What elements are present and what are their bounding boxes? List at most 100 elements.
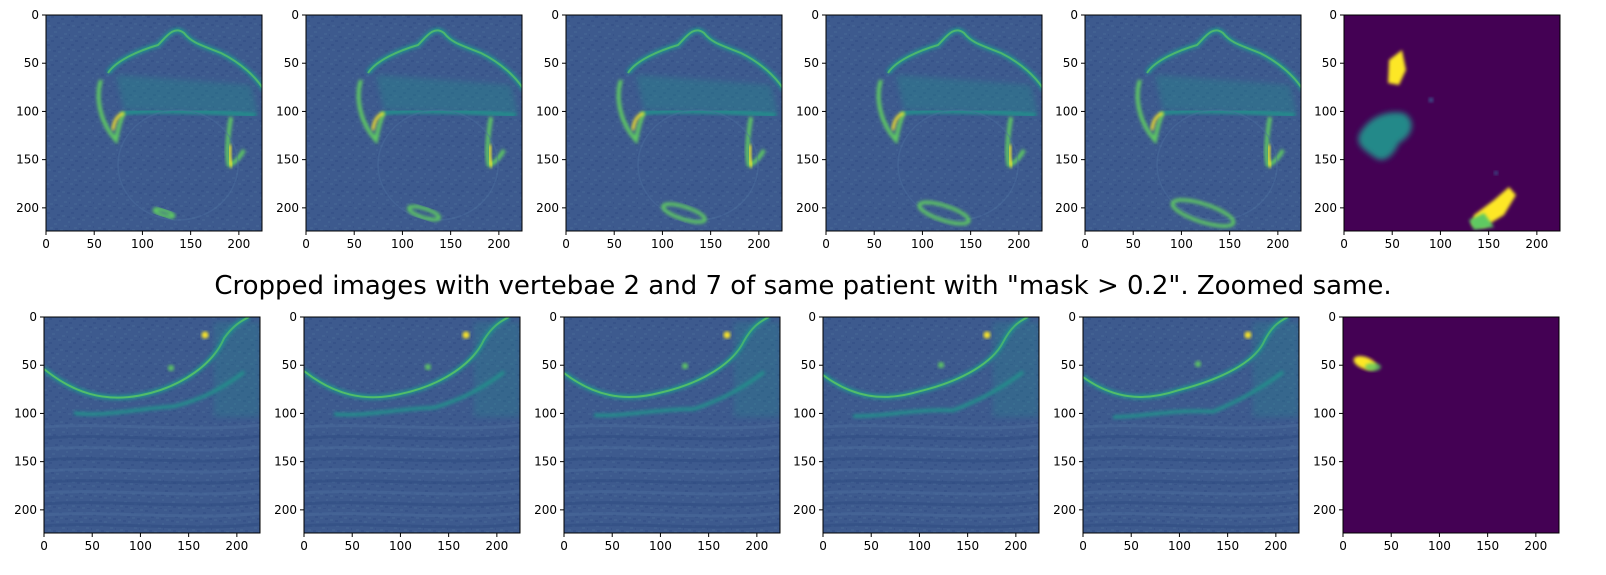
y-tick-label: 0 bbox=[31, 8, 39, 22]
x-tick-label: 200 bbox=[485, 539, 508, 553]
x-tick-label: 150 bbox=[956, 539, 979, 553]
y-tick-label: 50 bbox=[282, 358, 297, 372]
ct-slice-image: 0 50 100 150 200 0 50 100 150 200 bbox=[823, 317, 1039, 533]
vertebra-7-mask-panel-6: 0 50 100 150 200 0 50 100 150 200 bbox=[1343, 317, 1559, 533]
y-tick-label: 150 bbox=[1053, 455, 1076, 469]
y-tick-label: 100 bbox=[1314, 104, 1337, 118]
vertebra-7-ct-slice-panel-4: 0 50 100 150 200 0 50 100 150 200 bbox=[823, 317, 1039, 533]
x-tick-label: 200 bbox=[487, 237, 510, 251]
vertebra-2-ct-slice-panel-5: 0 50 100 150 200 0 50 100 150 200 bbox=[1085, 15, 1301, 231]
x-tick-label: 0 bbox=[302, 237, 310, 251]
y-tick-label: 50 bbox=[1322, 56, 1337, 70]
y-tick-label: 0 bbox=[1070, 8, 1078, 22]
x-tick-label: 100 bbox=[129, 539, 152, 553]
x-tick-label: 0 bbox=[562, 237, 570, 251]
y-tick-label: 150 bbox=[274, 455, 297, 469]
x-tick-label: 100 bbox=[649, 539, 672, 553]
y-tick-label: 100 bbox=[16, 104, 39, 118]
x-tick-label: 0 bbox=[1081, 237, 1089, 251]
vertebra-7-ct-slice-panel-5: 0 50 100 150 200 0 50 100 150 200 bbox=[1083, 317, 1299, 533]
y-tick-label: 200 bbox=[276, 201, 299, 215]
y-tick-label: 200 bbox=[1055, 201, 1078, 215]
y-tick-label: 200 bbox=[796, 201, 819, 215]
x-tick-label: 200 bbox=[225, 539, 248, 553]
x-tick-label: 200 bbox=[227, 237, 250, 251]
ct-slice-image: 0 50 100 150 200 0 50 100 150 200 bbox=[44, 317, 260, 533]
ct-slice-image: 0 50 100 150 200 0 50 100 150 200 bbox=[306, 15, 522, 231]
y-tick-label: 200 bbox=[14, 503, 37, 517]
figure-caption: Cropped images with vertebae 2 and 7 of … bbox=[0, 271, 1606, 301]
ct-slice-image: 0 50 100 150 200 0 50 100 150 200 bbox=[1083, 317, 1299, 533]
y-tick-label: 150 bbox=[1313, 455, 1336, 469]
vertebra-2-ct-slice-panel-3: 0 50 100 150 200 0 50 100 150 200 bbox=[566, 15, 782, 231]
vertebra-7-ct-slice-panel-2: 0 50 100 150 200 0 50 100 150 200 bbox=[304, 317, 520, 533]
y-tick-label: 200 bbox=[1313, 503, 1336, 517]
x-tick-label: 200 bbox=[745, 539, 768, 553]
x-tick-label: 50 bbox=[605, 539, 620, 553]
y-tick-label: 0 bbox=[811, 8, 819, 22]
y-tick-label: 200 bbox=[536, 201, 559, 215]
x-tick-label: 50 bbox=[87, 237, 102, 251]
x-tick-label: 50 bbox=[347, 237, 362, 251]
y-tick-label: 100 bbox=[1055, 104, 1078, 118]
y-tick-label: 100 bbox=[534, 406, 557, 420]
x-tick-label: 50 bbox=[1385, 237, 1400, 251]
y-tick-label: 200 bbox=[534, 503, 557, 517]
x-tick-label: 150 bbox=[437, 539, 460, 553]
vertebra-2-ct-slice-panel-4: 0 50 100 150 200 0 50 100 150 200 bbox=[826, 15, 1042, 231]
x-tick-label: 200 bbox=[1007, 237, 1030, 251]
x-tick-label: 100 bbox=[651, 237, 674, 251]
y-tick-label: 150 bbox=[1055, 153, 1078, 167]
x-tick-label: 100 bbox=[1168, 539, 1191, 553]
y-tick-label: 150 bbox=[276, 153, 299, 167]
vertebra-2-ct-slice-panel-1: 0 50 100 150 200 0 50 100 150 200 bbox=[46, 15, 262, 231]
x-tick-label: 200 bbox=[1264, 539, 1287, 553]
y-tick-label: 50 bbox=[801, 358, 816, 372]
y-tick-label: 50 bbox=[542, 358, 557, 372]
x-tick-label: 200 bbox=[1525, 237, 1548, 251]
x-tick-label: 50 bbox=[1126, 237, 1141, 251]
y-tick-label: 100 bbox=[274, 406, 297, 420]
x-tick-label: 50 bbox=[1124, 539, 1139, 553]
y-tick-label: 150 bbox=[536, 153, 559, 167]
mask-image: 0 50 100 150 200 0 50 100 150 200 bbox=[1343, 317, 1559, 533]
y-tick-label: 200 bbox=[274, 503, 297, 517]
x-tick-label: 0 bbox=[300, 539, 308, 553]
x-tick-label: 150 bbox=[179, 237, 202, 251]
ct-slice-image: 0 50 100 150 200 0 50 100 150 200 bbox=[1085, 15, 1301, 231]
x-tick-label: 150 bbox=[1216, 539, 1239, 553]
x-tick-label: 150 bbox=[177, 539, 200, 553]
x-tick-label: 0 bbox=[1079, 539, 1087, 553]
y-tick-label: 100 bbox=[14, 406, 37, 420]
x-tick-label: 0 bbox=[40, 539, 48, 553]
y-tick-label: 0 bbox=[289, 310, 297, 324]
y-tick-label: 100 bbox=[536, 104, 559, 118]
y-tick-label: 100 bbox=[793, 406, 816, 420]
ct-slice-image: 0 50 100 150 200 0 50 100 150 200 bbox=[564, 317, 780, 533]
y-tick-label: 50 bbox=[1061, 358, 1076, 372]
x-tick-label: 100 bbox=[391, 237, 414, 251]
x-tick-label: 150 bbox=[439, 237, 462, 251]
x-tick-label: 0 bbox=[822, 237, 830, 251]
x-tick-label: 200 bbox=[1266, 237, 1289, 251]
x-tick-label: 200 bbox=[1004, 539, 1027, 553]
x-tick-label: 0 bbox=[560, 539, 568, 553]
y-tick-label: 50 bbox=[1063, 56, 1078, 70]
ct-slice-image: 0 50 100 150 200 0 50 100 150 200 bbox=[304, 317, 520, 533]
y-tick-label: 0 bbox=[549, 310, 557, 324]
y-tick-label: 200 bbox=[1314, 201, 1337, 215]
x-tick-label: 100 bbox=[1170, 237, 1193, 251]
y-tick-label: 200 bbox=[793, 503, 816, 517]
x-tick-label: 50 bbox=[1384, 539, 1399, 553]
x-tick-label: 50 bbox=[345, 539, 360, 553]
y-tick-label: 50 bbox=[804, 56, 819, 70]
x-tick-label: 150 bbox=[959, 237, 982, 251]
y-tick-label: 100 bbox=[276, 104, 299, 118]
vertebra-2-ct-slice-panel-2: 0 50 100 150 200 0 50 100 150 200 bbox=[306, 15, 522, 231]
x-tick-label: 0 bbox=[1340, 237, 1348, 251]
vertebra-7-ct-slice-panel-1: 0 50 100 150 200 0 50 100 150 200 bbox=[44, 317, 260, 533]
y-tick-label: 0 bbox=[1328, 310, 1336, 324]
y-tick-label: 0 bbox=[29, 310, 37, 324]
x-tick-label: 0 bbox=[1339, 539, 1347, 553]
x-tick-label: 100 bbox=[389, 539, 412, 553]
